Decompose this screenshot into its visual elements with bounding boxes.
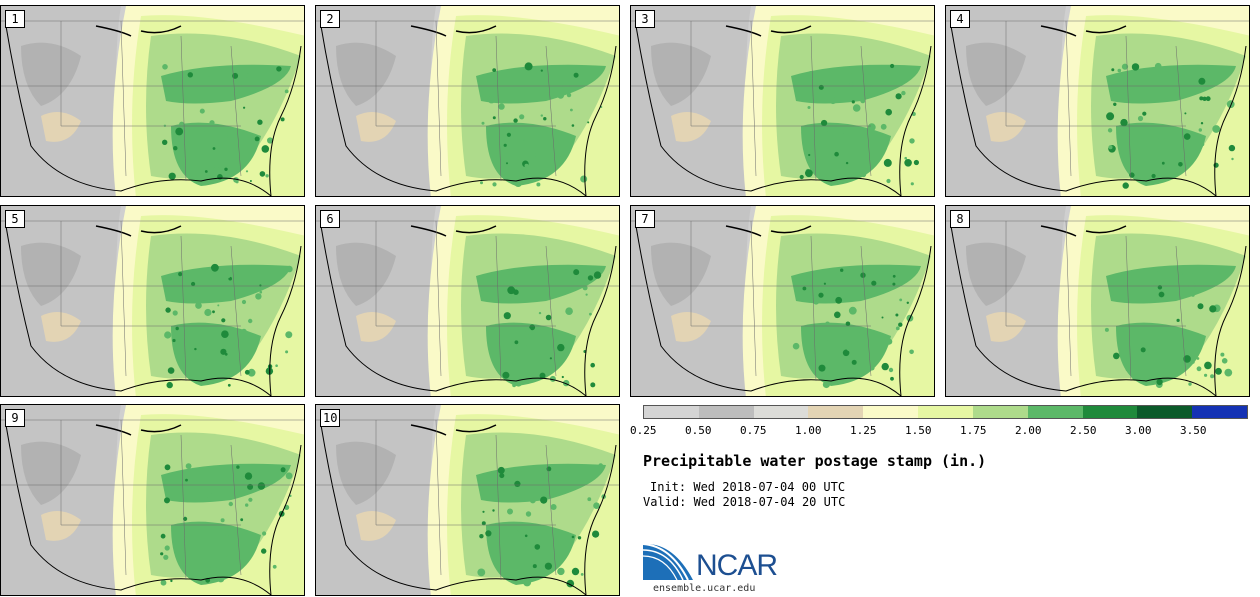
member-number-label: 8 (950, 210, 970, 228)
legend-tick-label: 2.00 (1015, 424, 1042, 437)
member-map-panel: 10 (315, 404, 620, 596)
legend-swatch (1082, 406, 1138, 418)
figure-title: Precipitable water postage stamp (in.) (643, 452, 987, 470)
precip-map (1, 6, 304, 196)
member-number-label: 5 (5, 210, 25, 228)
ncar-logo-icon (643, 543, 693, 581)
precip-map (631, 206, 934, 396)
member-map-panel: 5 (0, 205, 305, 397)
member-number-label: 2 (320, 10, 340, 28)
legend-swatch (644, 406, 699, 418)
member-number-label: 9 (5, 409, 25, 427)
member-number-label: 3 (635, 10, 655, 28)
member-number-label: 7 (635, 210, 655, 228)
legend-tick-label: 1.25 (850, 424, 877, 437)
precip-map (1, 405, 304, 595)
member-map-panel: 1 (0, 5, 305, 197)
precip-map (946, 6, 1249, 196)
color-legend (643, 405, 1248, 419)
member-number-label: 4 (950, 10, 970, 28)
member-map-panel: 6 (315, 205, 620, 397)
member-map-panel: 4 (945, 5, 1250, 197)
legend-tick-label: 2.50 (1070, 424, 1097, 437)
legend-swatch (863, 406, 919, 418)
precip-map (946, 206, 1249, 396)
logo-url: ensemble.ucar.edu (653, 583, 756, 594)
legend-swatch (1137, 406, 1193, 418)
legend-tick-label: 3.50 (1180, 424, 1207, 437)
member-map-panel: 7 (630, 205, 935, 397)
legend-swatch (1192, 406, 1247, 418)
member-number-label: 1 (5, 10, 25, 28)
legend-tick-labels: 0.25 0.50 0.75 1.00 1.25 1.50 1.75 2.00 2.50 3.00… (0, 424, 1260, 438)
member-map-panel: 2 (315, 5, 620, 197)
logo-text: NCAR (696, 549, 778, 582)
legend-tick-label: 0.50 (685, 424, 712, 437)
member-number-label: 6 (320, 210, 340, 228)
legend-tick-label: 3.00 (1125, 424, 1152, 437)
member-map-panel: 9 (0, 404, 305, 596)
legend-swatch (808, 406, 864, 418)
precip-map (1, 206, 304, 396)
precip-map (631, 6, 934, 196)
precip-map (316, 6, 619, 196)
legend-swatch (972, 406, 1028, 418)
legend-swatch (918, 406, 973, 418)
legend-tick-label: 0.25 (630, 424, 657, 437)
legend-tick-label: 0.75 (740, 424, 767, 437)
member-map-panel: 3 (630, 5, 935, 197)
legend-tick-label: 1.00 (795, 424, 822, 437)
precip-map (316, 405, 619, 595)
precip-map (316, 206, 619, 396)
legend-swatch (1027, 406, 1083, 418)
legend-tick-label: 1.75 (960, 424, 987, 437)
init-time: Init: Wed 2018-07-04 00 UTC (650, 480, 846, 494)
member-number-label: 10 (320, 409, 341, 427)
legend-tick-label: 1.50 (905, 424, 932, 437)
legend-swatch (753, 406, 809, 418)
member-map-panel: 8 (945, 205, 1250, 397)
valid-time: Valid: Wed 2018-07-04 20 UTC (643, 495, 846, 509)
legend-swatch (698, 406, 754, 418)
